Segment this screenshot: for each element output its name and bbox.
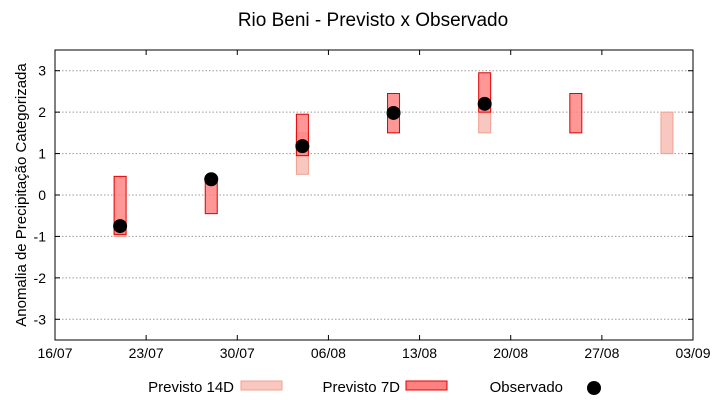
y-tick-label: 3 — [38, 63, 46, 79]
bar-previsto-14d — [478, 111, 492, 134]
y-tick-label: 2 — [38, 104, 46, 120]
chart-title: Rio Beni - Previsto x Observado — [238, 10, 508, 31]
x-tick-label: 30/07 — [220, 345, 255, 361]
x-tick-label: 06/08 — [311, 345, 346, 361]
grid — [55, 70, 693, 320]
legend-swatch-previsto-14d — [240, 380, 283, 391]
point-observado — [113, 219, 128, 234]
bar-previsto-14d — [660, 111, 674, 155]
x-tick-label: 03/09 — [675, 345, 710, 361]
point-observado — [477, 96, 492, 111]
legend-label-previsto-7d: Previsto 7D — [322, 379, 400, 396]
legend-swatch-previsto-7d — [405, 380, 448, 391]
legend-label-previsto-14d: Previsto 14D — [148, 379, 234, 396]
legend: Previsto 14D Previsto 7D Observado — [148, 379, 601, 396]
y-tick-label: -2 — [34, 270, 47, 286]
y-tick-label: 1 — [38, 146, 46, 162]
x-tick-label: 20/08 — [493, 345, 528, 361]
x-tick-label: 16/07 — [37, 345, 72, 361]
series-previsto-7d — [113, 72, 583, 235]
point-observado — [204, 172, 219, 187]
series-observado — [113, 96, 492, 234]
x-axis-ticks: 16/07 23/07 30/07 06/08 13/08 20/08 27/08 03/09 — [37, 50, 711, 361]
point-observado — [386, 105, 401, 120]
y-axis-label: Anomalia de Precipitação Categorizada — [13, 63, 30, 327]
point-observado — [295, 139, 310, 154]
x-tick-label: 23/07 — [129, 345, 164, 361]
y-tick-label: -3 — [34, 311, 47, 327]
x-tick-label: 27/08 — [584, 345, 619, 361]
legend-label-observado: Observado — [490, 379, 563, 396]
x-tick-label: 13/08 — [402, 345, 437, 361]
legend-marker-observado — [587, 381, 601, 395]
y-tick-label: 0 — [38, 187, 46, 203]
y-tick-label: -1 — [34, 228, 47, 244]
y-axis-ticks: -3 -2 -1 0 1 2 3 — [34, 63, 693, 327]
bar-previsto-7d — [569, 93, 583, 134]
